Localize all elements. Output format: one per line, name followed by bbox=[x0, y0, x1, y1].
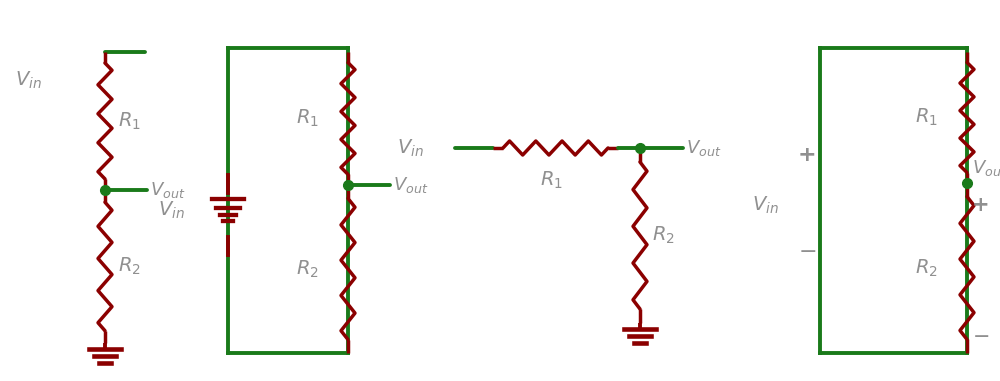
Text: $V_{in}$: $V_{in}$ bbox=[158, 199, 185, 221]
Text: $-$: $-$ bbox=[972, 325, 989, 345]
Text: $V_{in}$: $V_{in}$ bbox=[752, 194, 779, 216]
Text: $R_2$: $R_2$ bbox=[118, 255, 141, 277]
Text: +: + bbox=[972, 195, 990, 215]
Text: $V_{out}$: $V_{out}$ bbox=[972, 158, 1000, 178]
Text: $V_{out}$: $V_{out}$ bbox=[150, 180, 185, 200]
Text: $-$: $-$ bbox=[798, 240, 816, 260]
Text: $R_1$: $R_1$ bbox=[118, 110, 141, 132]
Text: $R_1$: $R_1$ bbox=[296, 107, 319, 129]
Text: $R_1$: $R_1$ bbox=[915, 106, 938, 128]
Text: $V_{in}$: $V_{in}$ bbox=[15, 69, 42, 91]
Text: $V_{out}$: $V_{out}$ bbox=[393, 175, 428, 195]
Text: $R_1$: $R_1$ bbox=[540, 169, 563, 190]
Text: +: + bbox=[798, 145, 816, 165]
Text: $R_2$: $R_2$ bbox=[652, 224, 675, 246]
Text: $R_2$: $R_2$ bbox=[296, 258, 319, 280]
Text: $V_{in}$: $V_{in}$ bbox=[397, 137, 424, 158]
Text: $V_{out}$: $V_{out}$ bbox=[686, 138, 721, 158]
Text: $R_2$: $R_2$ bbox=[915, 257, 938, 279]
